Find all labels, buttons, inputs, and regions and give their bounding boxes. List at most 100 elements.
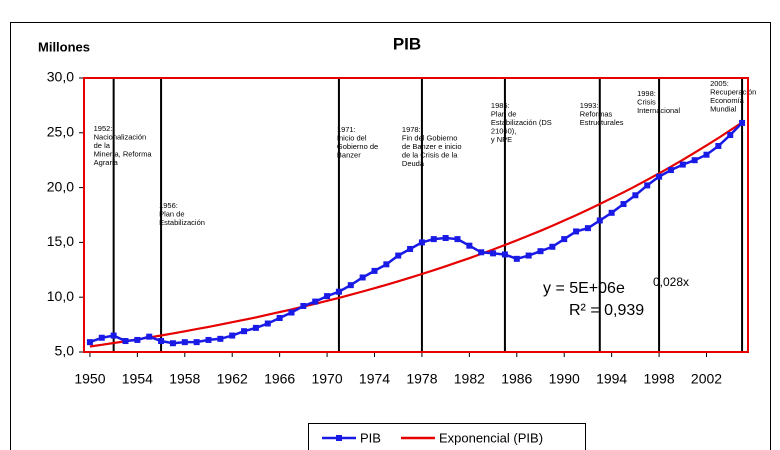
x-tick-label: 1978 [406, 371, 437, 387]
marker [134, 336, 141, 343]
event-label: 1978: [402, 125, 421, 134]
y-tick-label: 10,0 [47, 288, 74, 304]
marker [252, 324, 259, 331]
event-label: 1956: [159, 201, 178, 210]
event-label: Inicio del [337, 133, 367, 142]
marker [205, 336, 212, 343]
marker [573, 228, 580, 235]
marker [110, 332, 117, 339]
x-tick-label: 1990 [549, 371, 580, 387]
plot-border [83, 77, 749, 353]
trend-equation: y = 5E+06e [543, 280, 625, 297]
marker [264, 320, 271, 327]
marker [679, 161, 686, 168]
event-label: Nacionalización [94, 132, 147, 141]
legend-label: Exponencial (PIB) [439, 430, 543, 445]
chart-title: PIB [393, 34, 421, 53]
marker [359, 274, 366, 281]
event-label: Estabilización [159, 218, 205, 227]
event-label: 2005: [710, 79, 729, 88]
marker [300, 302, 307, 309]
marker [347, 282, 354, 289]
x-tick-label: 1970 [311, 371, 342, 387]
event-label: Estructurales [580, 118, 624, 127]
x-tick-label: 1954 [122, 371, 153, 387]
marker [418, 239, 425, 246]
marker [229, 332, 236, 339]
event-label: Recuperación [710, 87, 756, 96]
marker [703, 151, 710, 158]
marker [371, 267, 378, 274]
marker [407, 245, 414, 252]
marker [478, 249, 485, 256]
marker [739, 119, 746, 126]
series-line [89, 121, 743, 348]
y-tick-label: 30,0 [47, 69, 74, 85]
marker [656, 173, 663, 180]
y-tick-label: 15,0 [47, 233, 74, 249]
y-tick-label: 5,0 [55, 343, 75, 359]
marker [561, 236, 568, 243]
marker [715, 142, 722, 149]
marker [324, 293, 331, 300]
marker [383, 261, 390, 268]
event-label: Agraria [94, 158, 119, 167]
marker [632, 192, 639, 199]
x-tick-label: 1998 [643, 371, 674, 387]
marker [596, 217, 603, 224]
marker [667, 167, 674, 174]
event-label: Minería, Reforma [94, 149, 153, 158]
legend-label: PIB [360, 430, 381, 445]
marker [490, 250, 497, 257]
event-label: Estabilización (DS [491, 118, 552, 127]
marker [146, 333, 153, 340]
event-label: 1998: [637, 89, 656, 98]
marker [537, 248, 544, 255]
marker [276, 315, 283, 322]
marker [335, 288, 342, 295]
event-label: Mundial [710, 104, 737, 113]
event-label: 21060), [491, 126, 516, 135]
marker [181, 339, 188, 346]
event-label: de Banzer e inicio [402, 142, 462, 151]
marker [549, 243, 556, 250]
event-label: Reformas [580, 109, 613, 118]
marker [454, 236, 461, 243]
event-label: 1952: [94, 124, 113, 133]
marker [691, 157, 698, 164]
event-label: 1985: [491, 101, 510, 110]
marker [525, 252, 532, 259]
y-tick-label: 25,0 [47, 124, 74, 140]
marker [501, 251, 508, 258]
x-tick-label: 1950 [74, 371, 105, 387]
marker [86, 339, 93, 346]
x-tick-label: 2002 [691, 371, 722, 387]
event-label: Fin del Gobierno [402, 133, 457, 142]
event-label: Deuda [402, 159, 425, 168]
marker [442, 235, 449, 242]
marker [217, 335, 224, 342]
x-tick-label: 1962 [217, 371, 248, 387]
marker [288, 309, 295, 316]
marker [312, 298, 319, 305]
event-label: Banzer [337, 150, 361, 159]
event-label: Crisis [637, 97, 656, 106]
trend-exponent: 0,028x [653, 275, 689, 289]
event-label: de la [94, 141, 111, 150]
legend-marker [336, 435, 342, 441]
event-label: 1993: [580, 101, 599, 110]
marker [122, 338, 129, 345]
marker [466, 242, 473, 249]
marker [620, 201, 627, 208]
event-label: Internacional [637, 106, 680, 115]
event-label: y NPE [491, 135, 512, 144]
x-tick-label: 1974 [359, 371, 390, 387]
chart-frame [10, 22, 771, 450]
marker [395, 252, 402, 259]
marker [584, 225, 591, 232]
event-label: de la Crisis de la [402, 150, 458, 159]
x-tick-label: 1994 [596, 371, 627, 387]
x-tick-label: 1958 [169, 371, 200, 387]
event-label: Economía [710, 96, 745, 105]
